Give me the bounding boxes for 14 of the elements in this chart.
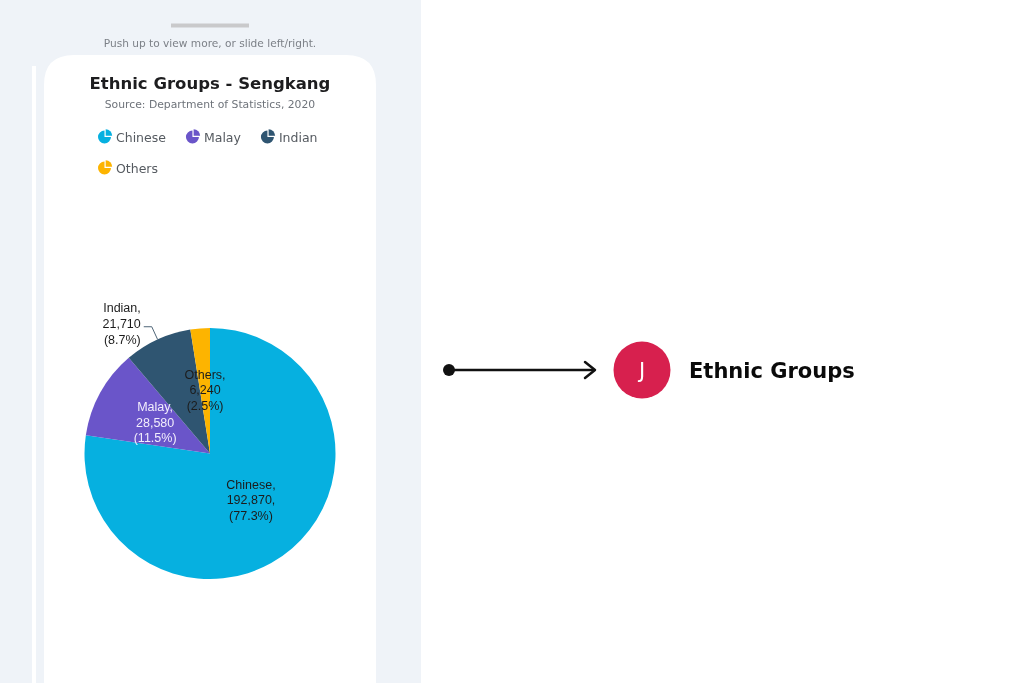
chart-title: Ethnic Groups - Sengkang [89,74,331,93]
legend-label: Others [116,160,159,176]
legend-label: Malay [203,129,242,145]
legend-label: Chinese [116,129,167,145]
pie-slice [84,328,336,579]
data-label: Others, 6,240 (2.5%) [184,367,226,414]
data-label: Indian, 21,710 (8.7%) [102,301,141,347]
data-label: Malay, 28,580 (11.5%) [133,399,177,446]
text: Ethnic Groups [689,359,855,383]
chart-subtitle: Source: Department of Statistics, 2020 [104,98,316,111]
legend-label: Indian [278,129,318,145]
text: J [636,359,646,383]
text: Push up to view more, or slide left/right. [103,37,317,49]
data-label: Chinese, 192,870, (77.3%) [226,477,276,524]
